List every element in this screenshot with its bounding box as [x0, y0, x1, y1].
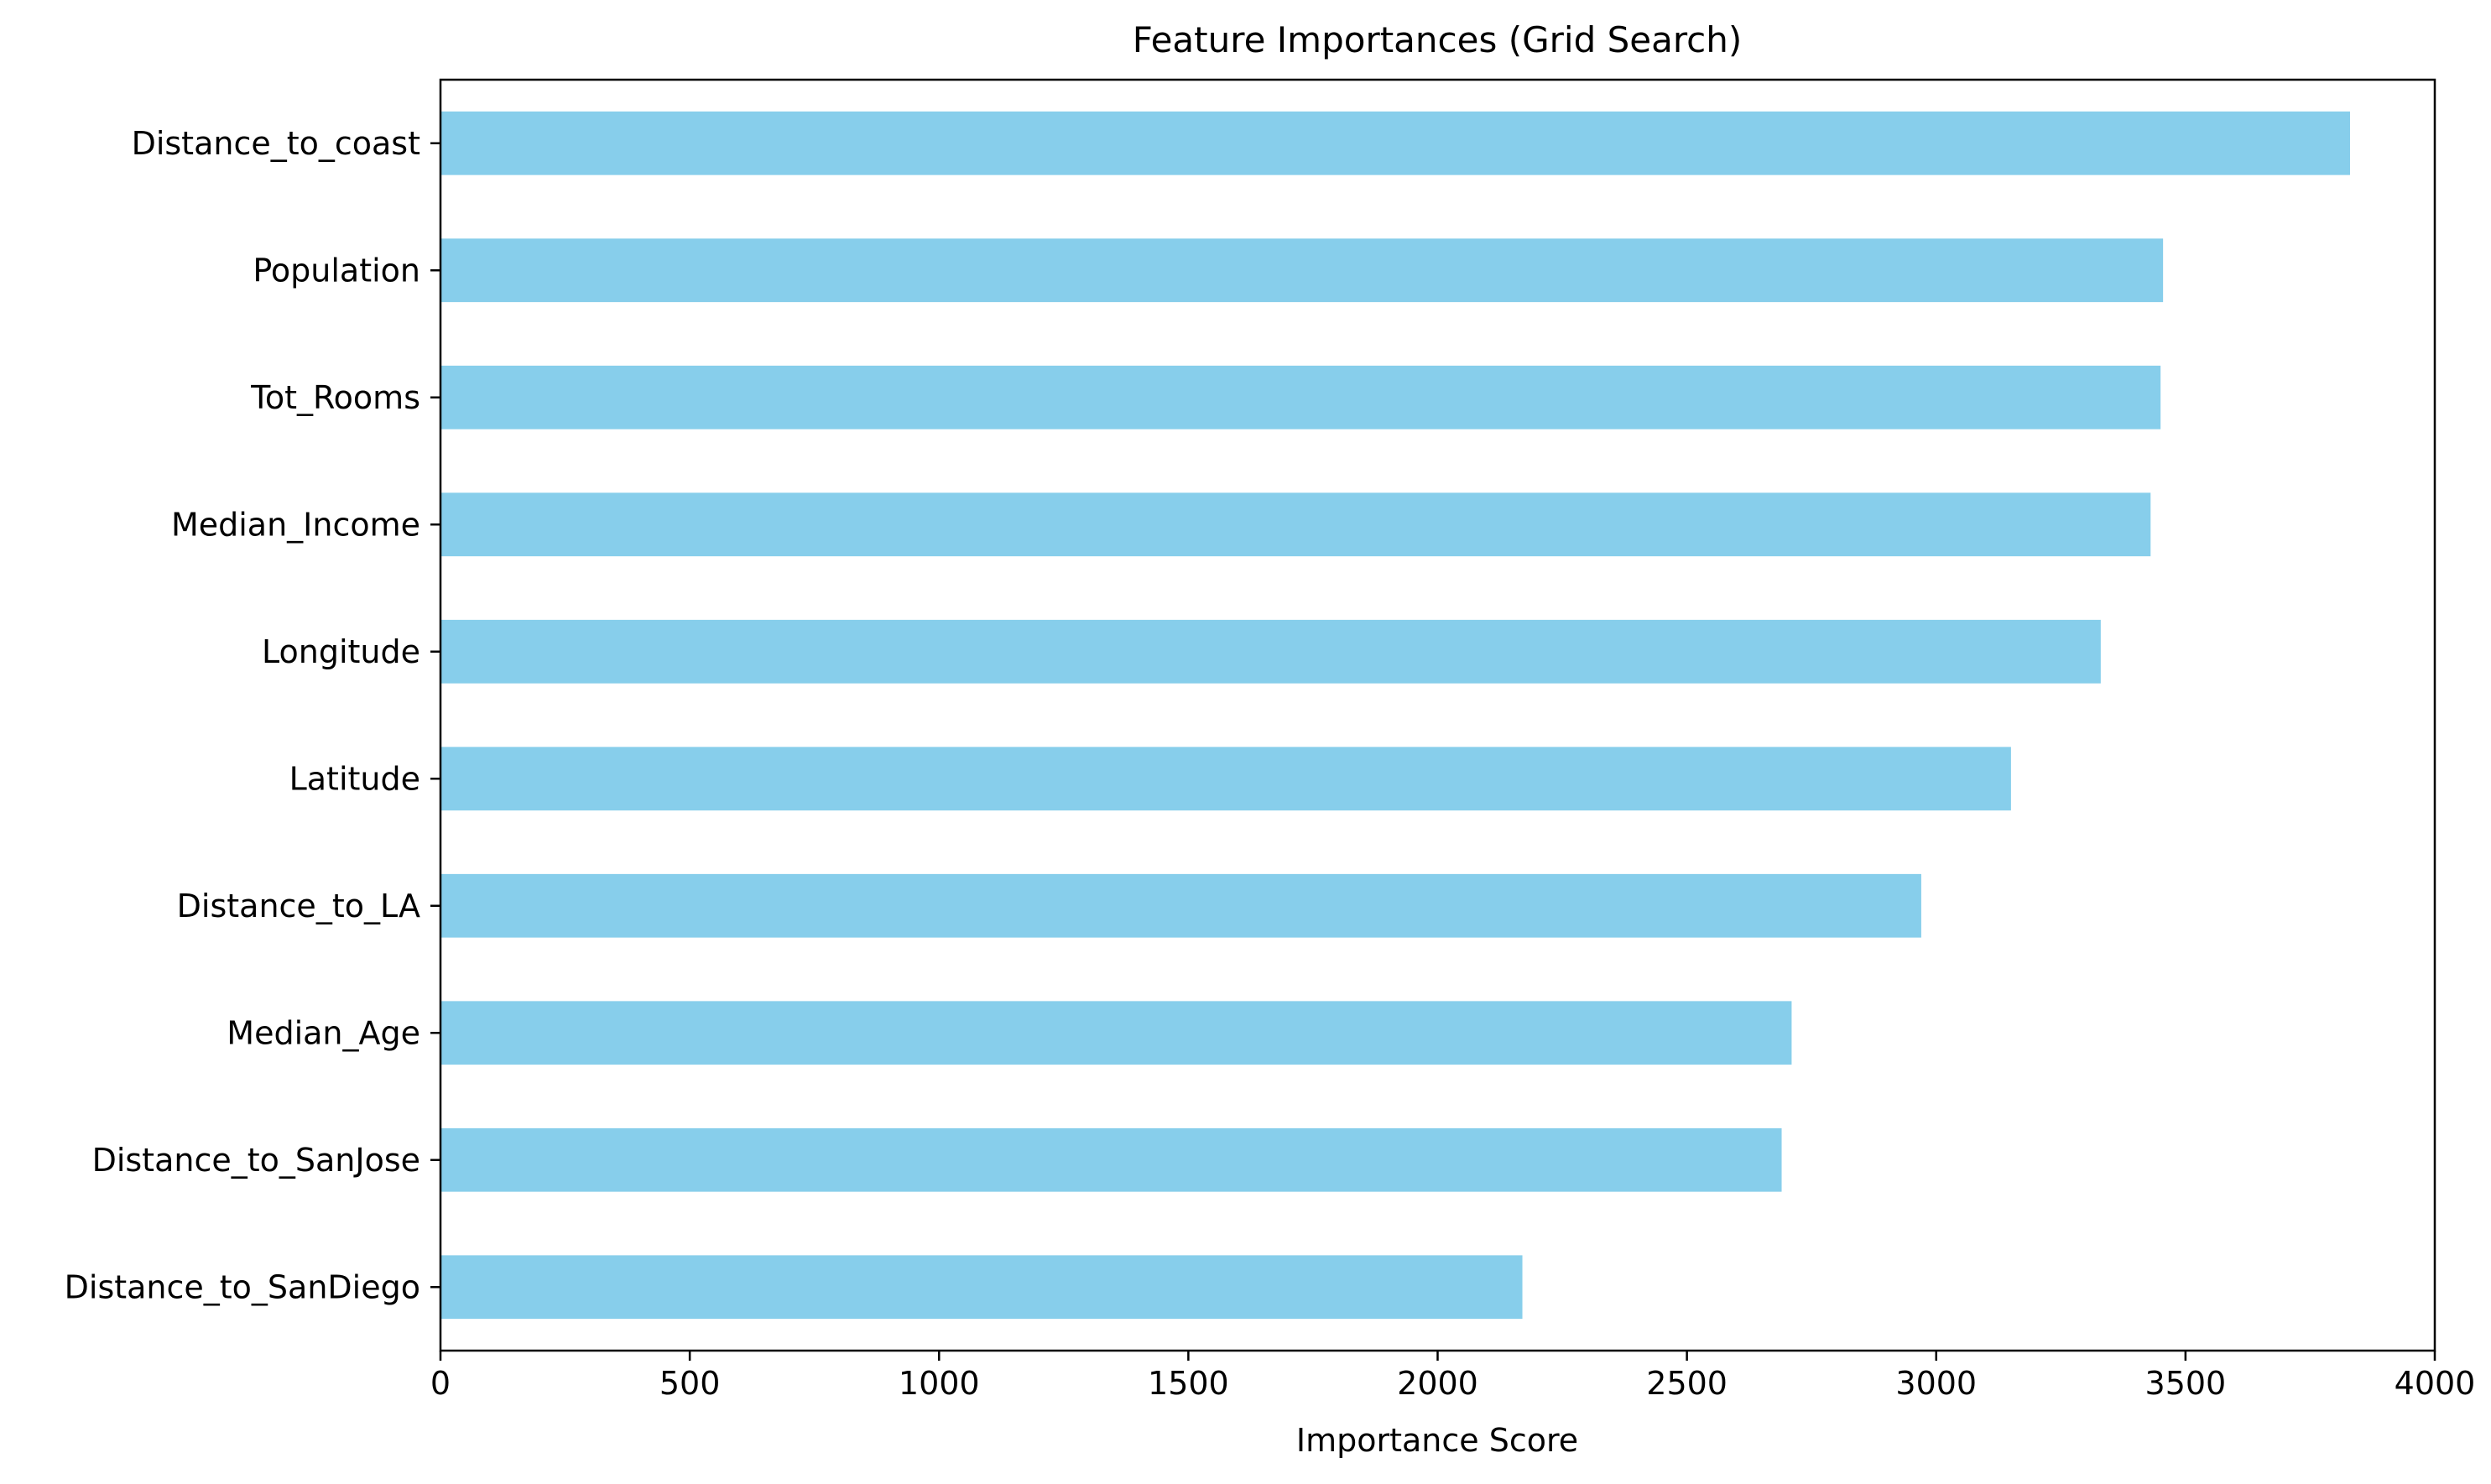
- x-tick-label: 2000: [1397, 1365, 1478, 1402]
- plot-frame: [439, 78, 2436, 1352]
- bar-latitude: [440, 747, 2011, 811]
- y-tick-label: Population: [253, 252, 420, 289]
- y-tick-label: Latitude: [289, 760, 420, 797]
- y-axis: Distance_to_coast Population Tot_Rooms Medi…: [65, 125, 440, 1305]
- bar-longitude: [440, 619, 2101, 684]
- bar-tot-rooms: [440, 365, 2161, 430]
- y-tick-label: Median_Income: [171, 506, 420, 543]
- x-axis: 0 500 1000 1500 2000 2500 3000 3500 4000: [430, 1351, 2475, 1402]
- x-tick-label: 1500: [1148, 1365, 1229, 1402]
- bars-layer: [440, 111, 2350, 1320]
- y-tick-label: Distance_to_SanJose: [92, 1142, 420, 1179]
- y-tick-label: Median_Age: [227, 1014, 420, 1051]
- x-tick-label: 3500: [2145, 1365, 2227, 1402]
- bar-distance-to-coast: [440, 111, 2350, 175]
- x-tick-label: 1000: [899, 1365, 980, 1402]
- x-axis-label: Importance Score: [1296, 1422, 1578, 1459]
- bar-median-income: [440, 492, 2151, 557]
- y-tick-label: Distance_to_coast: [132, 125, 420, 162]
- x-tick-label: 3000: [1895, 1365, 1977, 1402]
- bar-population: [440, 238, 2164, 303]
- x-tick-label: 0: [430, 1365, 451, 1402]
- bar-median-age: [440, 1001, 1792, 1065]
- chart-title: Feature Importances (Grid Search): [1133, 19, 1743, 60]
- y-tick-label: Longitude: [262, 633, 420, 670]
- x-tick-label: 500: [659, 1365, 721, 1402]
- y-tick-label: Tot_Rooms: [250, 379, 420, 416]
- bar-distance-to-la: [440, 873, 1921, 938]
- y-tick-label: Distance_to_LA: [177, 888, 420, 924]
- x-tick-label: 2500: [1646, 1365, 1728, 1402]
- bar-distance-to-sanjose: [440, 1127, 1782, 1192]
- bar-distance-to-sandiego: [440, 1255, 1523, 1320]
- y-tick-label: Distance_to_SanDiego: [65, 1268, 420, 1305]
- x-tick-label: 4000: [2395, 1365, 2476, 1402]
